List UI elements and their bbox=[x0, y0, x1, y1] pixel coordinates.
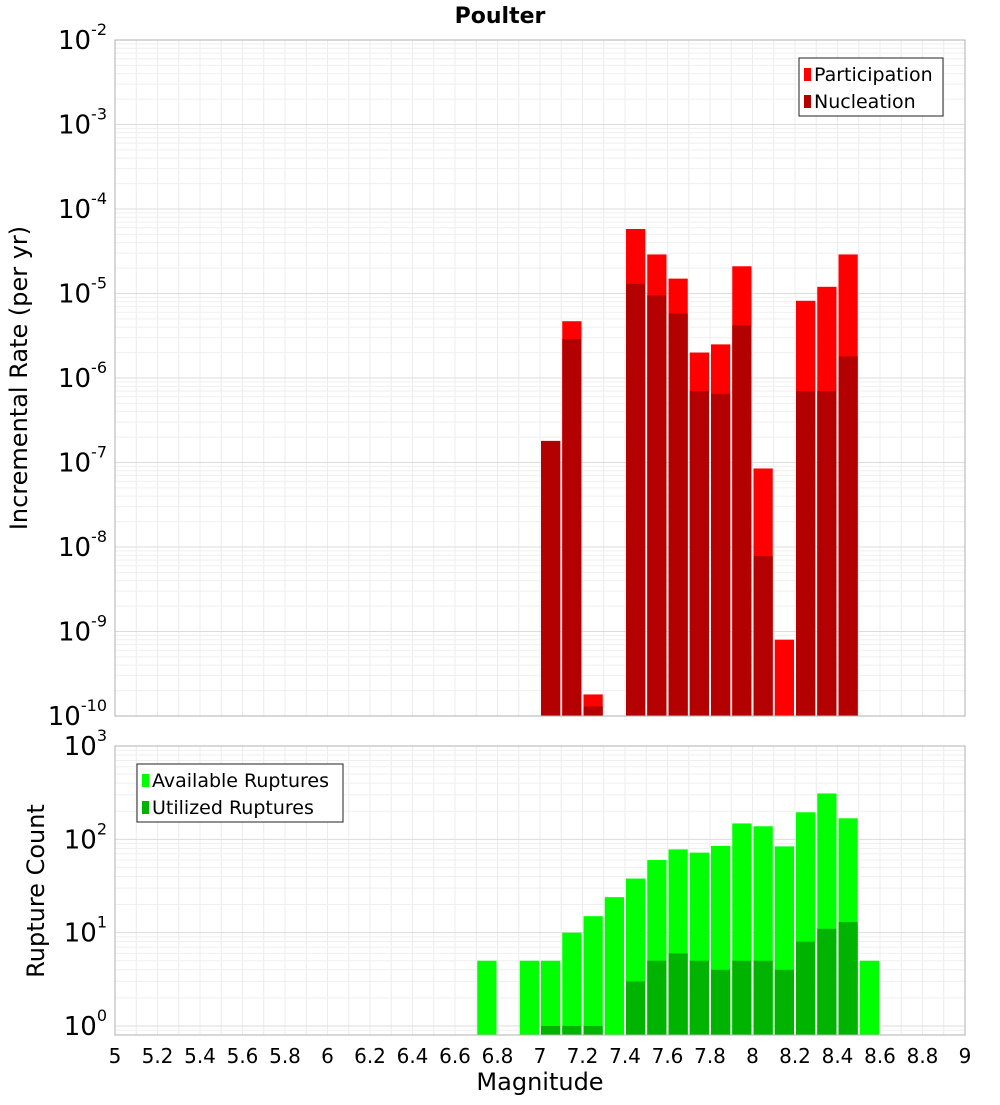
top-bar-nucleation bbox=[838, 356, 858, 716]
bottom-y-tick-label: 101 bbox=[64, 913, 107, 949]
top-y-tick-label: 10-5 bbox=[58, 274, 107, 310]
x-tick-label: 7.6 bbox=[652, 1044, 684, 1068]
top-bar-nucleation bbox=[541, 440, 561, 716]
bottom-bar-utilized-ruptures bbox=[732, 960, 752, 1035]
top-y-tick-label: 10-6 bbox=[58, 358, 107, 394]
x-axis-label: Magnitude bbox=[476, 1068, 603, 1096]
top-y-tick-label: 10-7 bbox=[58, 443, 107, 479]
top-bar-nucleation bbox=[753, 556, 773, 716]
bottom-legend-swatch-utilized-ruptures bbox=[142, 801, 149, 814]
chart-title: Poulter bbox=[455, 4, 546, 29]
x-tick-label: 9 bbox=[959, 1044, 972, 1068]
x-tick-label: 6.6 bbox=[439, 1044, 471, 1068]
top-bar-nucleation bbox=[626, 283, 646, 716]
top-bar-nucleation bbox=[668, 313, 688, 716]
top-legend-swatch-participation bbox=[804, 68, 811, 81]
bottom-plot-frame bbox=[114, 745, 966, 1036]
x-tick-label: 8.4 bbox=[822, 1044, 854, 1068]
x-tick-label: 6.8 bbox=[482, 1044, 514, 1068]
bottom-legend-label-utilized-ruptures: Utilized Ruptures bbox=[152, 797, 314, 819]
x-tick-label: 5.6 bbox=[227, 1044, 259, 1068]
bottom-y-tick-label: 103 bbox=[64, 726, 107, 762]
x-tick-label: 5.4 bbox=[184, 1044, 216, 1068]
top-y-tick-label: 10-2 bbox=[58, 20, 107, 56]
bottom-legend-swatch-available-ruptures bbox=[142, 774, 149, 787]
bottom-bar-utilized-ruptures bbox=[541, 1025, 561, 1035]
top-legend-box bbox=[798, 57, 944, 117]
top-bar-nucleation bbox=[583, 706, 603, 716]
bottom-bar-utilized-ruptures bbox=[774, 969, 794, 1035]
bottom-legend: Available Ruptures Utilized Ruptures bbox=[136, 763, 344, 823]
top-y-tick-label: 10-8 bbox=[58, 527, 107, 563]
top-series-nucleation bbox=[541, 283, 858, 716]
x-tick-label: 7.2 bbox=[567, 1044, 599, 1068]
top-plot-frame bbox=[114, 39, 966, 717]
x-tick-label: 8.8 bbox=[907, 1044, 939, 1068]
top-y-tick-label: 10-9 bbox=[58, 612, 107, 648]
x-tick-label: 6.4 bbox=[397, 1044, 429, 1068]
x-tick-label: 5.8 bbox=[269, 1044, 301, 1068]
top-bar-nucleation bbox=[732, 325, 752, 716]
top-grid bbox=[114, 40, 966, 717]
top-legend-label-nucleation: Nucleation bbox=[814, 91, 916, 113]
bottom-bar-available-ruptures bbox=[859, 960, 879, 1035]
x-tick-label: 7.4 bbox=[609, 1044, 641, 1068]
top-legend: Participation Nucleation bbox=[798, 57, 944, 117]
x-tick-label: 8 bbox=[746, 1044, 759, 1068]
bottom-y-tick-label: 102 bbox=[64, 819, 107, 855]
top-bar-nucleation bbox=[817, 391, 837, 716]
bottom-bar-utilized-ruptures bbox=[753, 960, 773, 1035]
bottom-bar-utilized-ruptures bbox=[711, 969, 731, 1035]
bottom-series-utilized-ruptures bbox=[541, 922, 858, 1035]
top-y-tick-label: 10-3 bbox=[58, 105, 107, 141]
bottom-bar-available-ruptures bbox=[583, 916, 603, 1035]
bottom-legend-box bbox=[136, 763, 344, 823]
bottom-legend-label-available-ruptures: Available Ruptures bbox=[152, 770, 329, 792]
top-bar-participation bbox=[774, 639, 794, 716]
bottom-bar-utilized-ruptures bbox=[562, 1025, 582, 1035]
bottom-y-tick-label: 100 bbox=[64, 1006, 107, 1042]
x-tick-label: 5.2 bbox=[142, 1044, 174, 1068]
x-tick-label: 6.2 bbox=[354, 1044, 386, 1068]
x-tick-label: 6 bbox=[321, 1044, 334, 1068]
bottom-bar-utilized-ruptures bbox=[817, 928, 837, 1035]
top-bar-nucleation bbox=[796, 391, 816, 716]
top-y-tick-label: 10-4 bbox=[58, 189, 107, 225]
top-bar-nucleation bbox=[647, 295, 667, 716]
bottom-bar-utilized-ruptures bbox=[838, 922, 858, 1035]
bottom-bar-available-ruptures bbox=[477, 960, 497, 1035]
bottom-bar-available-ruptures bbox=[562, 932, 582, 1035]
x-tick-label: 7.8 bbox=[694, 1044, 726, 1068]
bottom-bar-utilized-ruptures bbox=[647, 960, 667, 1035]
x-tick-label: 8.6 bbox=[864, 1044, 896, 1068]
top-bar-nucleation bbox=[562, 338, 582, 716]
top-bar-nucleation bbox=[689, 391, 709, 716]
x-tick-label: 7 bbox=[534, 1044, 547, 1068]
top-y-axis-label: Incremental Rate (per yr) bbox=[5, 226, 33, 530]
bottom-bar-available-ruptures bbox=[604, 897, 624, 1035]
bottom-bar-utilized-ruptures bbox=[626, 981, 646, 1035]
bottom-y-axis-label: Rupture Count bbox=[22, 804, 50, 978]
charts-layer: 10-10 10-9 10-8 10-7 10-6 10-5 10-4 10-3 10-2 Par… bbox=[48, 20, 972, 1068]
x-tick-label: 8.2 bbox=[779, 1044, 811, 1068]
bottom-bar-available-ruptures bbox=[541, 960, 561, 1035]
top-y-tick-label: 10-10 bbox=[48, 696, 107, 732]
bottom-bar-utilized-ruptures bbox=[583, 1025, 603, 1035]
top-legend-swatch-nucleation bbox=[804, 95, 811, 108]
x-tick-label: 5 bbox=[109, 1044, 122, 1068]
bottom-bar-available-ruptures bbox=[519, 960, 539, 1035]
bottom-bar-utilized-ruptures bbox=[689, 960, 709, 1035]
bottom-bar-utilized-ruptures bbox=[668, 953, 688, 1035]
top-legend-label-participation: Participation bbox=[814, 64, 933, 86]
bottom-bar-utilized-ruptures bbox=[796, 941, 816, 1035]
top-bar-nucleation bbox=[711, 393, 731, 716]
